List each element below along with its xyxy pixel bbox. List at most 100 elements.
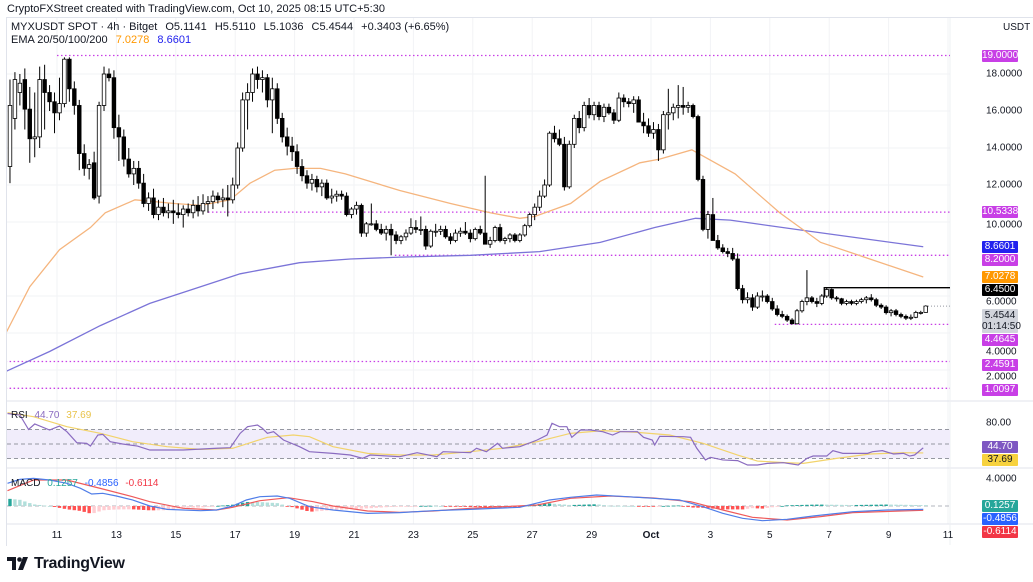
macd-histogram-bar xyxy=(107,506,111,510)
macd-histogram-bar xyxy=(582,504,586,506)
candle-bearish xyxy=(903,315,909,319)
currency-label[interactable]: USDT xyxy=(1003,22,1031,33)
price-tag-ema50: 7.0278 xyxy=(982,270,1018,283)
candle-bearish xyxy=(176,212,181,215)
resistance-line xyxy=(823,287,950,298)
macd-histogram-bar xyxy=(136,506,141,510)
macd-histogram-bar xyxy=(612,505,616,507)
macd-histogram-bar xyxy=(552,503,557,506)
date-tick: 11 xyxy=(51,530,63,541)
candle-bullish xyxy=(804,297,810,302)
macd-histogram-bar xyxy=(627,505,631,507)
macd-histogram-bar xyxy=(473,506,477,508)
date-tick: 15 xyxy=(170,530,182,541)
tradingview-logo[interactable]: TradingView xyxy=(7,555,125,573)
macd-histogram-bar xyxy=(201,506,205,508)
macd-histogram-bar xyxy=(354,506,359,509)
macd-histogram-bar xyxy=(671,505,675,507)
candle-bullish xyxy=(888,310,894,314)
candle-bullish xyxy=(547,132,552,186)
candle-bearish xyxy=(898,314,904,317)
macd-histogram-bar xyxy=(419,505,423,507)
macd-histogram-bar xyxy=(572,504,576,506)
price-tick: 2.0000 xyxy=(986,371,1017,383)
ohlc-low: L5.1036 xyxy=(263,21,304,33)
candle-bearish xyxy=(72,88,77,106)
candle-bullish xyxy=(507,234,513,240)
macd-histogram-bar xyxy=(874,504,878,506)
rsi-line xyxy=(7,412,924,466)
macd-histogram-bar xyxy=(666,505,671,507)
macd-histogram-bar xyxy=(57,506,62,508)
candle-bearish xyxy=(111,77,117,129)
ema-label: EMA 20/50/100/200 xyxy=(11,34,108,46)
price-tick: 4.0000 xyxy=(986,346,1017,358)
macd-histogram-bar xyxy=(557,504,562,506)
macd-histogram-bar xyxy=(112,506,116,510)
candle-bearish xyxy=(106,73,112,79)
macd-legend[interactable]: MACD 0.1257 -0.4856 -0.6114 xyxy=(11,478,163,489)
rsi-label: RSI xyxy=(11,410,28,421)
candle-bullish xyxy=(492,227,498,241)
symbol-label[interactable]: MYXUSDT SPOT · 4h · Bitget xyxy=(11,21,158,33)
candle-bearish xyxy=(136,167,141,184)
macd-histogram-bar xyxy=(13,499,17,506)
candle-bullish xyxy=(794,310,800,325)
rsi-value-tag: 44.70 xyxy=(982,441,1018,453)
rsi-legend[interactable]: RSI 44.70 37.69 xyxy=(11,410,95,421)
candle-bearish xyxy=(359,204,364,234)
price-tick: 18.0000 xyxy=(986,68,1023,80)
macd-histogram-bar xyxy=(636,506,641,507)
candle-bearish xyxy=(710,214,716,241)
candle-bearish xyxy=(829,289,834,299)
macd-histogram-bar xyxy=(196,506,200,508)
macd-histogram-bar xyxy=(770,506,774,508)
ema50-line xyxy=(7,149,924,333)
macd-histogram-bar xyxy=(369,506,374,509)
candle-bearish xyxy=(121,136,127,160)
macd-histogram-bar xyxy=(102,506,106,511)
macd-histogram-bar xyxy=(587,504,591,506)
macd-histogram-bar xyxy=(617,505,621,507)
candle-bullish xyxy=(923,305,928,313)
macd-histogram-bar xyxy=(8,498,12,506)
macd-hist-value: 0.1257 xyxy=(47,478,78,489)
candle-bullish xyxy=(542,184,547,197)
candle-bullish xyxy=(309,179,315,184)
candle-bullish xyxy=(824,289,829,297)
macd-histogram-bar xyxy=(141,506,146,510)
macd-histogram-bar xyxy=(290,506,294,508)
candle-bearish xyxy=(636,99,641,123)
candle-bullish xyxy=(859,299,864,302)
candle-bearish xyxy=(512,234,518,241)
macd-histogram-bar xyxy=(785,505,789,507)
candle-bearish xyxy=(225,197,230,201)
candle-bearish xyxy=(151,197,156,215)
macd-histogram-bar xyxy=(334,506,339,510)
macd-histogram-bar xyxy=(453,506,458,507)
candle-bearish xyxy=(611,112,617,121)
macd-histogram-bar xyxy=(904,504,908,506)
macd-histogram-bar xyxy=(77,506,81,511)
macd-histogram-bar xyxy=(448,506,453,507)
candle-bearish xyxy=(656,129,661,151)
candle-bearish xyxy=(779,314,785,317)
macd-histogram-bar xyxy=(760,506,765,509)
candle-bearish xyxy=(141,182,146,204)
date-tick: 29 xyxy=(586,530,598,541)
macd-histogram-bar xyxy=(924,505,928,506)
macd-histogram-bar xyxy=(676,505,680,507)
candle-bullish xyxy=(57,103,62,114)
candle-bullish xyxy=(502,238,508,241)
candle-bullish xyxy=(7,105,13,167)
macd-histogram-bar xyxy=(899,504,903,506)
price-tag-level: 2.4591 xyxy=(982,358,1018,371)
candle-bearish xyxy=(299,166,305,177)
macd-histogram-bar xyxy=(42,505,47,507)
macd-histogram-bar xyxy=(374,506,378,508)
candle-bearish xyxy=(770,301,775,310)
candle-bullish xyxy=(527,214,532,227)
ema-legend[interactable]: EMA 20/50/100/200 7.0278 8.6601 xyxy=(11,34,196,47)
rsi-ma-tag: 37.69 xyxy=(982,454,1018,466)
